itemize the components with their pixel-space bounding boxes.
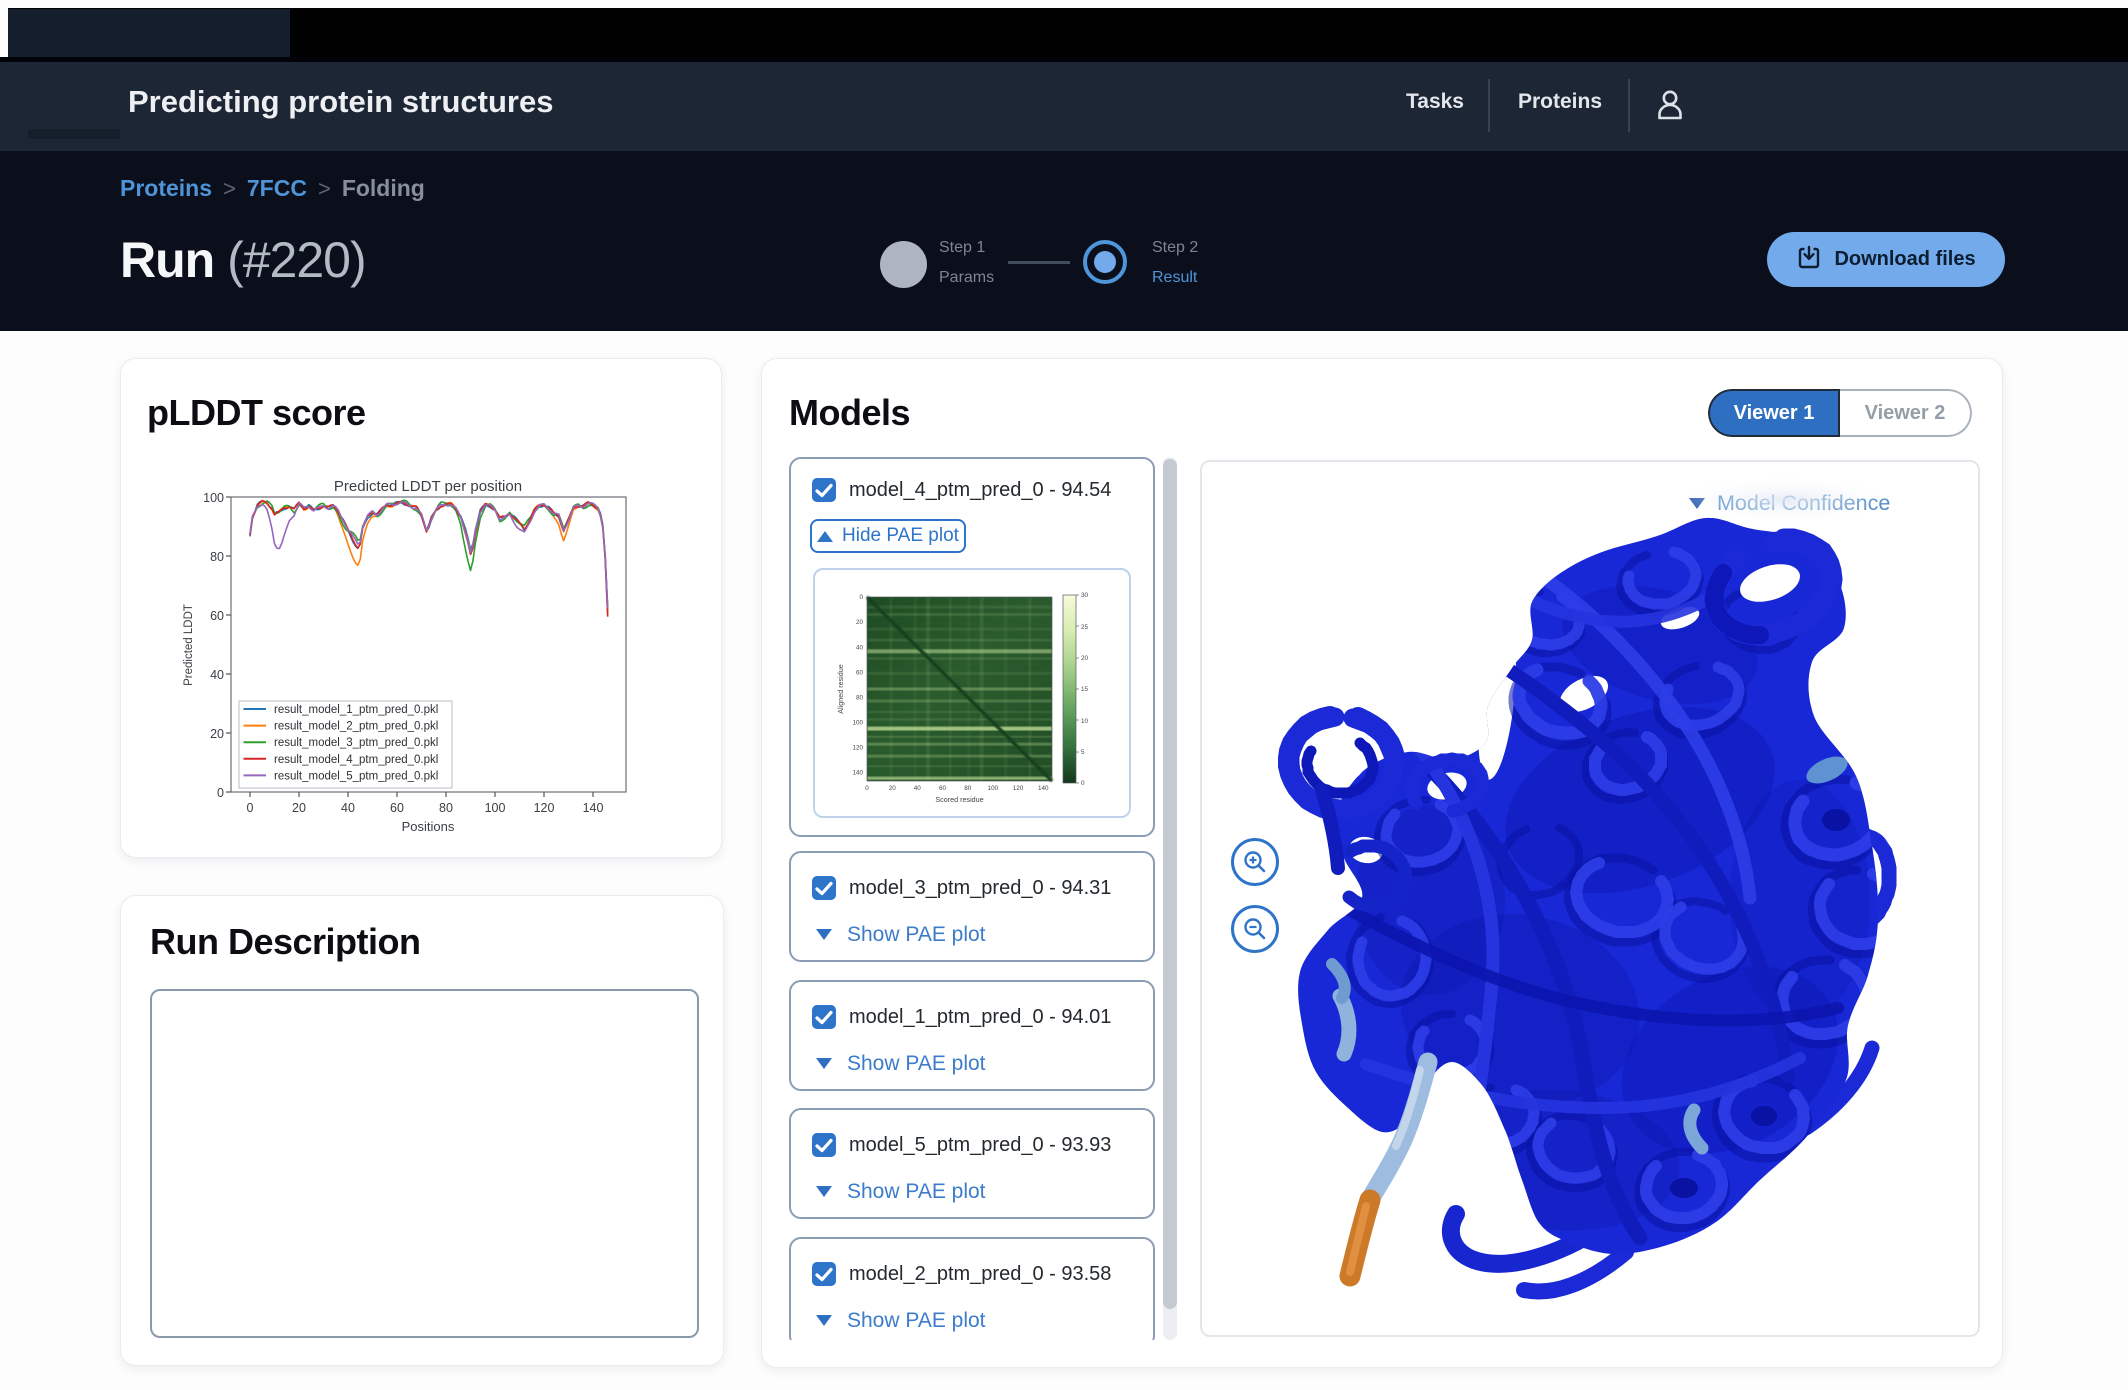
svg-text:result_model_2_ptm_pred_0.pkl: result_model_2_ptm_pred_0.pkl bbox=[274, 721, 438, 733]
svg-text:20: 20 bbox=[1081, 655, 1089, 662]
svg-text:60: 60 bbox=[939, 785, 947, 792]
svg-text:0: 0 bbox=[859, 594, 863, 601]
svg-text:15: 15 bbox=[1081, 686, 1089, 693]
svg-text:result_model_4_ptm_pred_0.pkl: result_model_4_ptm_pred_0.pkl bbox=[274, 754, 438, 766]
svg-text:Scored residue: Scored residue bbox=[935, 795, 983, 804]
svg-text:0: 0 bbox=[1081, 780, 1085, 787]
svg-text:Positions: Positions bbox=[402, 819, 455, 834]
svg-text:10: 10 bbox=[1081, 718, 1089, 725]
svg-text:60: 60 bbox=[856, 669, 864, 676]
svg-text:20: 20 bbox=[210, 727, 224, 741]
svg-text:60: 60 bbox=[390, 801, 404, 815]
svg-text:20: 20 bbox=[889, 785, 897, 792]
svg-text:120: 120 bbox=[1013, 785, 1024, 792]
svg-text:result_model_5_ptm_pred_0.pkl: result_model_5_ptm_pred_0.pkl bbox=[274, 770, 438, 782]
svg-text:100: 100 bbox=[852, 719, 863, 726]
svg-text:5: 5 bbox=[1081, 749, 1085, 756]
svg-text:100: 100 bbox=[485, 801, 506, 815]
svg-text:0: 0 bbox=[865, 785, 869, 792]
svg-text:80: 80 bbox=[439, 801, 453, 815]
svg-text:result_model_3_ptm_pred_0.pkl: result_model_3_ptm_pred_0.pkl bbox=[274, 737, 438, 749]
svg-text:Predicted LDDT per position: Predicted LDDT per position bbox=[334, 478, 522, 495]
svg-text:20: 20 bbox=[292, 801, 306, 815]
svg-text:25: 25 bbox=[1081, 624, 1089, 631]
svg-text:120: 120 bbox=[534, 801, 555, 815]
svg-text:result_model_1_ptm_pred_0.pkl: result_model_1_ptm_pred_0.pkl bbox=[274, 704, 438, 716]
svg-text:0: 0 bbox=[247, 801, 254, 815]
svg-text:Predicted LDDT: Predicted LDDT bbox=[183, 604, 195, 686]
svg-text:140: 140 bbox=[583, 801, 604, 815]
svg-text:80: 80 bbox=[856, 694, 864, 701]
svg-text:40: 40 bbox=[210, 668, 224, 682]
svg-text:120: 120 bbox=[852, 744, 863, 751]
svg-text:80: 80 bbox=[964, 785, 972, 792]
svg-text:80: 80 bbox=[210, 550, 224, 564]
svg-text:20: 20 bbox=[856, 619, 864, 626]
svg-text:60: 60 bbox=[210, 609, 224, 623]
svg-text:140: 140 bbox=[1038, 785, 1049, 792]
svg-text:0: 0 bbox=[217, 786, 224, 800]
svg-text:100: 100 bbox=[988, 785, 999, 792]
svg-text:Aligned residue: Aligned residue bbox=[836, 664, 845, 714]
svg-text:40: 40 bbox=[341, 801, 355, 815]
svg-text:40: 40 bbox=[914, 785, 922, 792]
svg-text:40: 40 bbox=[856, 644, 864, 651]
svg-text:30: 30 bbox=[1081, 592, 1089, 599]
svg-text:140: 140 bbox=[852, 769, 863, 776]
svg-text:100: 100 bbox=[203, 491, 224, 505]
